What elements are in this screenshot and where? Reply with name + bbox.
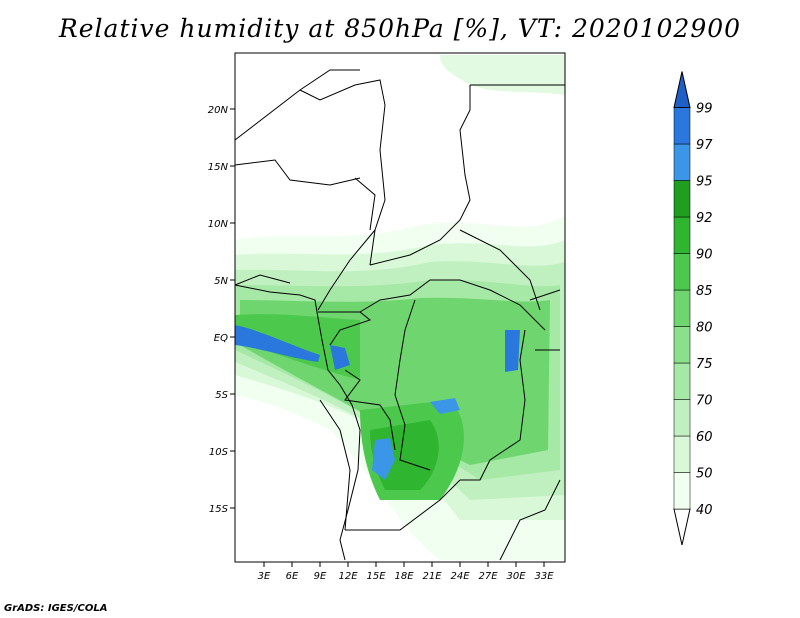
lon-label: 21E <box>422 571 442 582</box>
latitude-axis: 20N 15N 10N 5N EQ 5S 10S 15S <box>208 105 235 515</box>
colorbar-bin <box>673 143 691 181</box>
colorbar-bin <box>673 399 691 437</box>
lat-label: 15S <box>209 504 229 515</box>
lat-label: 15N <box>208 162 229 173</box>
rh-97-lakes <box>430 398 460 414</box>
lon-label: 18E <box>394 571 414 582</box>
longitude-axis: 3E 6E 9E 12E 15E 18E 21E 24E 27E 30E 33E <box>258 562 554 582</box>
colorbar-bin <box>673 472 691 510</box>
lon-label: 3E <box>258 571 271 582</box>
colorbar: 40 50 60 70 75 80 85 90 92 95 97 99 <box>673 71 713 546</box>
lon-label: 24E <box>450 571 470 582</box>
lat-label: 5N <box>214 276 228 287</box>
colorbar-bin <box>673 253 691 291</box>
humidity-field <box>235 55 565 560</box>
lon-label: 9E <box>314 571 327 582</box>
country-boundaries <box>234 69 565 561</box>
rh-97-congo <box>330 345 350 370</box>
lat-label: 10N <box>208 219 229 230</box>
colorbar-upper-arrow <box>673 71 691 108</box>
lon-label: 33E <box>534 571 554 582</box>
colorbar-label: 85 <box>696 284 713 299</box>
rh-97-east <box>505 330 520 372</box>
colorbar-label: 99 <box>696 102 713 117</box>
lat-label: EQ <box>214 333 228 344</box>
colorbar-label: 75 <box>696 357 713 372</box>
lon-label: 12E <box>338 571 358 582</box>
lon-label: 27E <box>478 571 498 582</box>
rh-97-basin <box>372 438 395 480</box>
grads-credit: GrADS: IGES/COLA <box>4 603 108 614</box>
colorbar-label: 95 <box>696 175 713 190</box>
colorbar-lower-arrow <box>673 508 691 546</box>
colorbar-label: 92 <box>696 211 713 226</box>
colorbar-bin <box>673 180 691 218</box>
lon-label: 15E <box>366 571 386 582</box>
lat-label: 20N <box>208 105 229 116</box>
colorbar-bin <box>673 107 691 145</box>
colorbar-label: 50 <box>696 467 713 482</box>
colorbar-label: 97 <box>696 138 713 153</box>
lat-label: 10S <box>209 447 229 458</box>
colorbar-bin <box>673 435 691 473</box>
colorbar-bin <box>673 362 691 400</box>
coastline <box>234 284 361 561</box>
lat-label: 5S <box>215 390 228 401</box>
map-title: Relative humidity at 850hPa [%], VT: 202… <box>58 14 742 43</box>
colorbar-label: 70 <box>696 394 713 409</box>
colorbar-bin <box>673 216 691 254</box>
lon-label: 30E <box>506 571 526 582</box>
colorbar-label: 80 <box>696 321 713 336</box>
lon-label: 6E <box>286 571 299 582</box>
map-area <box>234 52 566 563</box>
rh-97-coast <box>235 325 320 362</box>
colorbar-label: 90 <box>696 248 713 263</box>
colorbar-label: 60 <box>696 430 713 445</box>
colorbar-label: 40 <box>696 503 713 518</box>
colorbar-bin <box>673 289 691 327</box>
colorbar-bin <box>673 326 691 364</box>
